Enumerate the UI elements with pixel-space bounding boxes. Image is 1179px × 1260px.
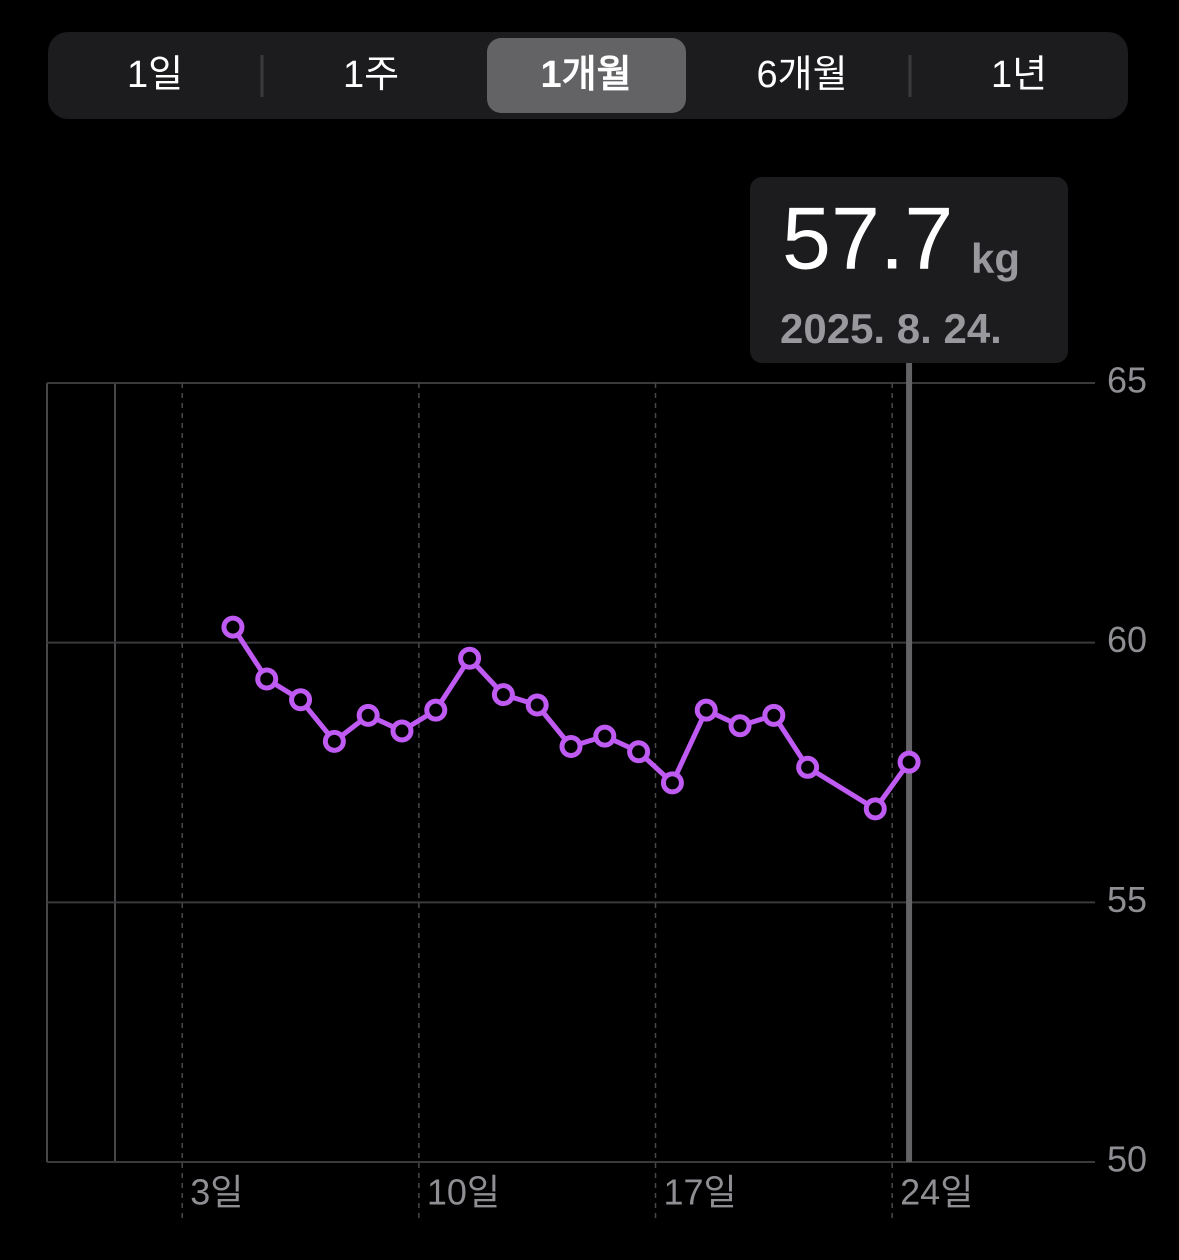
callout-unit: kg — [971, 235, 1020, 282]
y-tick-label: 65 — [1107, 360, 1147, 401]
data-point — [728, 714, 752, 738]
data-point — [322, 729, 346, 753]
callout-value: 57.7 — [782, 188, 953, 287]
data-point — [863, 797, 887, 821]
segment-label[interactable]: 1일 — [127, 54, 183, 96]
segment-label[interactable]: 6개월 — [756, 54, 847, 96]
data-point — [458, 646, 482, 670]
data-point — [255, 667, 279, 691]
data-point — [762, 703, 786, 727]
segment-label[interactable]: 1년 — [991, 54, 1047, 96]
segment-label[interactable]: 1주 — [343, 54, 399, 96]
y-tick-label: 55 — [1107, 879, 1147, 920]
data-point — [660, 771, 684, 795]
data-point — [424, 698, 448, 722]
y-tick-label: 50 — [1107, 1139, 1147, 1180]
x-tick-label: 10일 — [427, 1172, 500, 1213]
data-point — [390, 719, 414, 743]
x-tick-label: 3일 — [190, 1172, 243, 1213]
data-point — [525, 693, 549, 717]
data-point — [559, 735, 583, 759]
x-tick-label: 24일 — [900, 1172, 973, 1213]
y-tick-label: 60 — [1107, 619, 1147, 660]
callout-box — [750, 177, 1068, 363]
data-point — [627, 740, 651, 764]
data-point — [796, 755, 820, 779]
data-point — [897, 750, 921, 774]
data-point — [289, 688, 313, 712]
data-point — [491, 683, 515, 707]
data-point — [221, 615, 245, 639]
data-point — [356, 703, 380, 727]
x-tick-label: 17일 — [664, 1172, 737, 1213]
data-point — [593, 724, 617, 748]
data-point — [694, 698, 718, 722]
callout-date: 2025. 8. 24. — [780, 305, 1002, 352]
segment-selected — [487, 38, 686, 113]
segment-label[interactable]: 1개월 — [540, 54, 631, 96]
